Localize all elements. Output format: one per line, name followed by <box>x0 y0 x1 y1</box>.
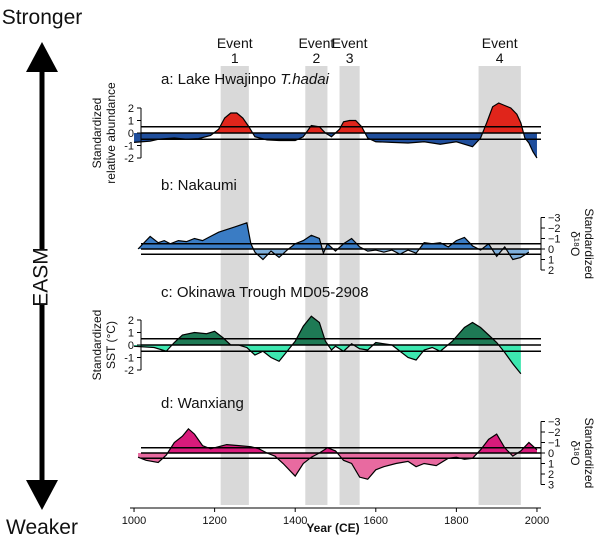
event-label-1: Event <box>217 35 253 51</box>
panel-c-series-line <box>133 315 522 375</box>
panel-b-y-label-1: Standardized <box>582 208 596 279</box>
panel-b-y-tick-label-1: −2 <box>548 223 561 235</box>
panel-d-y-tick-label-0: −3 <box>548 417 561 429</box>
panel-d-y-tick-label-2: −1 <box>548 438 561 450</box>
panel-c-y-tick-label-1: -1 <box>124 353 134 365</box>
panel-d-series-line <box>137 427 538 480</box>
arrow-up-icon <box>26 42 58 72</box>
x-axis: 1000 1200 1400 1600 1800 2000 <box>122 507 549 527</box>
panel-b-y-label-2: δ¹⁸O <box>568 231 582 256</box>
panel-c-y-label-2: SST (°C) <box>104 321 118 369</box>
panel-b-y-tick-label-5: 2 <box>548 265 554 277</box>
panel-d-y-label-1: Standardized <box>582 418 596 489</box>
panel-d-title: d: Wanxiang <box>161 395 244 412</box>
event-number-1: 1 <box>231 50 239 66</box>
panel-c-positive-fill <box>172 316 499 345</box>
x-tick-label-3: 1600 <box>364 515 388 527</box>
easm-label: EASM <box>30 247 53 307</box>
stronger-label: Stronger <box>2 6 83 29</box>
panel-b-negative-fill <box>138 222 507 249</box>
event-label-3: Event <box>332 35 368 51</box>
panel-b-y-tick-label-3: 0 <box>548 244 554 256</box>
panel-a-negative-fill <box>134 133 537 158</box>
panel-b-series-line <box>137 221 530 261</box>
arrow-down-icon <box>26 480 58 510</box>
x-axis-label: Year (CE) <box>306 521 359 535</box>
panel-a-series-line <box>133 102 538 159</box>
x-tick-label-2: 1400 <box>283 515 307 527</box>
panel-c-title: c: Okinawa Trough MD05-2908 <box>161 284 369 301</box>
x-tick-label-1: 1200 <box>202 515 226 527</box>
event-label-4: Event <box>482 35 518 51</box>
event-number-2: 2 <box>312 50 320 66</box>
event-number-4: 4 <box>496 50 504 66</box>
panel-c-y-tick-label-4: 2 <box>128 315 134 327</box>
panel-d-y-tick-label-6: 3 <box>548 480 554 492</box>
panel-c-y-tick-label-3: 1 <box>128 328 134 340</box>
panel-b-y-tick-label-2: −1 <box>548 234 561 246</box>
x-tick-label-4: 1800 <box>444 515 468 527</box>
weaker-label: Weaker <box>6 516 78 539</box>
panel-b-y-tick-label-0: −3 <box>548 213 561 225</box>
panel-d-y-tick-label-4: 1 <box>548 459 554 471</box>
panel-a-y-tick-label-3: 1 <box>128 116 134 128</box>
panel-a-y-tick-label-2: 0 <box>128 128 134 140</box>
panel-a-y-tick-label-0: -2 <box>124 153 134 165</box>
event-number-3: 3 <box>346 50 354 66</box>
panel-b-title: b: Nakaumi <box>161 177 237 194</box>
panel-d-y-tick-label-1: −2 <box>548 427 561 439</box>
event-band-3 <box>339 66 360 505</box>
x-tick-label-5: 2000 <box>525 515 549 527</box>
panel-a-title-taxon: T.hadai <box>280 71 329 88</box>
easm-label-backdrop <box>27 250 57 304</box>
panel-d-y-tick-label-5: 2 <box>548 469 554 481</box>
panel-a-y-tick-label-4: 2 <box>128 103 134 115</box>
panel-c-y-label-1: Standardized <box>90 310 104 381</box>
panel-a-title: a: Lake Hwajinpo T.hadai <box>161 71 330 88</box>
panel-a-y-tick-label-1: -1 <box>124 141 134 153</box>
panel-d-y-label-2: δ¹⁸O <box>568 440 582 465</box>
panel-c-y-tick-label-2: 0 <box>128 340 134 352</box>
panel-d-y-tick-label-3: 0 <box>548 448 554 460</box>
event-label-2: Event <box>298 35 334 51</box>
event-band-2 <box>305 66 328 505</box>
panel-d-positive-fill <box>138 453 518 480</box>
panel-a-y-label-2: relative abundance <box>104 82 118 184</box>
panel-d-negative-fill <box>167 428 537 453</box>
x-tick-label-0: 1000 <box>122 515 146 527</box>
panel-a-y-label-1: Standardized <box>90 98 104 169</box>
panel-c-y-tick-label-0: -2 <box>124 365 134 377</box>
panel-a-positive-fill <box>213 103 524 133</box>
panel-b-y-tick-label-4: 1 <box>548 255 554 267</box>
